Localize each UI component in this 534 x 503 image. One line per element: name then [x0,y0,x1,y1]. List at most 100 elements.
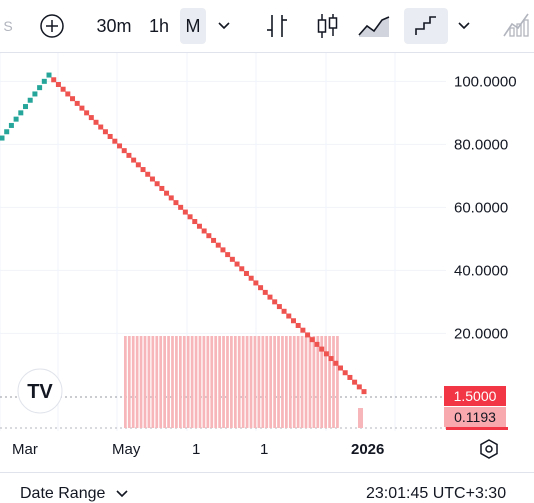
volume-bar [249,336,253,428]
volume-bar [300,336,304,428]
plus-circle-icon [40,14,64,38]
volume-bar [226,336,229,428]
price-brick [98,124,104,130]
price-brick [117,143,123,149]
price-brick [164,190,170,196]
volume-bar [332,336,335,428]
volume-bar [143,336,147,428]
volume-bar [131,336,135,428]
interval-1h[interactable]: 1h [148,15,170,36]
price-brick [248,275,254,281]
price-brick [206,233,212,239]
x-tick-label: 2026 [351,441,385,458]
area-chart-button[interactable] [356,8,392,44]
price-brick [187,214,193,220]
price-brick [319,346,325,352]
last-price-label: 1.5000 [444,386,506,406]
clock-timezone[interactable]: 23:01:45 UTC+3:30 [366,485,507,502]
x-tick-label: May [112,441,141,458]
chart-settings-button[interactable] [478,438,500,465]
volume-bar [261,336,265,428]
price-brick [211,237,217,243]
interval-m[interactable]: M [180,8,206,44]
price-brick [234,261,240,267]
volume-bar [182,336,186,428]
price-brick [131,157,137,163]
price-brick [60,86,66,92]
price-brick [65,91,71,97]
y-tick-label: 40.0000 [454,262,508,279]
y-tick-label: 20.0000 [454,325,508,342]
symbol-cut-off[interactable]: S [3,18,13,34]
price-brick [295,322,301,328]
price-brick [102,129,108,135]
price-brick [281,308,287,314]
price-brick [328,356,334,362]
price-brick [140,167,146,173]
interval-30m[interactable]: 30m [96,15,132,36]
volume-bar [253,336,257,428]
chart-type-dropdown[interactable] [452,8,476,44]
price-chart[interactable]: 100.0000 80.0000 60.0000 40.0000 20.0000 TV [0,53,534,433]
price-brick [192,219,198,225]
step-line-icon [415,16,436,35]
time-axis[interactable]: Mar May 1 1 2026 [0,435,534,465]
price-brick [215,242,221,248]
ohlc-bars-icon [267,15,287,37]
volume-bar [241,336,245,428]
price-brick [55,82,61,87]
price-brick [229,256,235,262]
price-brick [276,304,282,310]
volume-bar [285,336,288,428]
volume-bar [210,336,214,428]
interval-dropdown[interactable] [212,8,236,44]
kagi-chart-button[interactable] [404,8,448,44]
volume-bar [308,336,312,428]
price-brick [93,119,99,125]
price-brick [168,195,174,201]
price-brick [135,162,141,168]
price-brick [337,365,343,371]
price-brick [8,122,14,128]
price-brick [290,318,296,324]
more-chart-button[interactable] [500,8,534,44]
price-brick [84,110,90,116]
volume-bar [167,336,170,428]
price-brick [145,171,151,177]
price-brick [159,185,165,191]
volume-bar [198,336,202,428]
volume-bar [245,336,249,428]
price-brick [352,379,358,385]
price-brick [126,152,132,158]
chevron-down-icon [116,490,128,498]
price-brick [74,100,80,106]
baseline-chart-icon [503,13,529,37]
volume-bar [171,336,174,428]
volume-bar [304,336,308,428]
price-brick [0,135,5,141]
add-symbol-button[interactable] [38,8,66,44]
price-brick [70,96,76,102]
price-brick [4,129,10,135]
chevron-down-icon [218,22,230,30]
volume-bar [151,336,155,428]
volume-bar [273,336,276,428]
volume-bar [218,336,221,428]
date-range-button[interactable]: Date Range [20,485,128,503]
price-brick [253,280,259,286]
bars-chart-button[interactable] [262,8,292,44]
price-brick [309,337,315,343]
volume-bars [124,336,363,428]
volume-bar [292,336,296,428]
volume-bar [296,336,300,428]
candles-chart-button[interactable] [312,8,342,44]
price-brick [258,285,264,291]
tradingview-logo[interactable]: TV [17,368,63,414]
price-brick [154,181,160,187]
volume-bar [277,336,280,428]
price-brick [356,384,362,390]
x-tick-label: Mar [12,441,38,458]
price-series [0,72,367,395]
volume-bar [190,336,194,428]
volume-bar [230,336,233,428]
